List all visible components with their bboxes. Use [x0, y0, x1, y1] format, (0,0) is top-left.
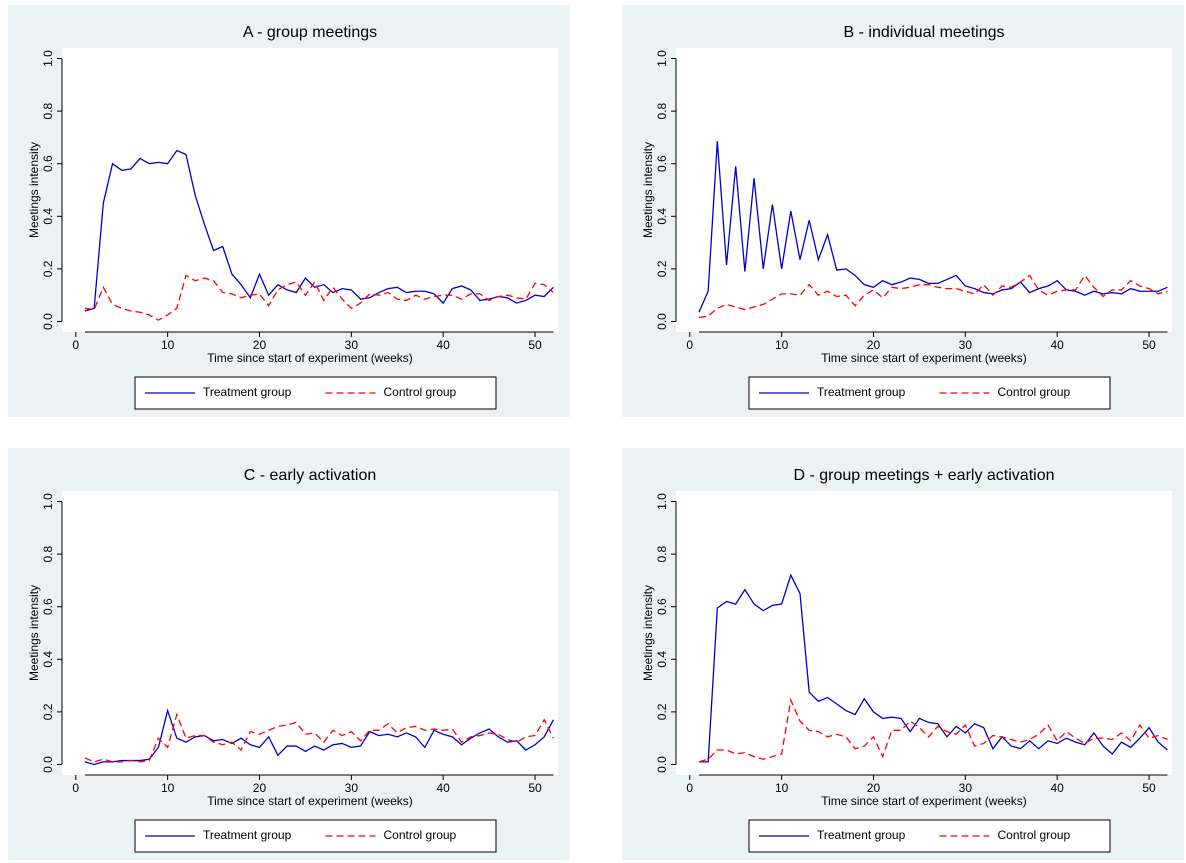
- legend-label: Control group: [384, 385, 457, 399]
- y-tick-label: 0.6: [655, 598, 669, 615]
- x-tick-label: 20: [253, 781, 267, 795]
- x-tick-label: 10: [775, 781, 789, 795]
- x-axis-label: Time since start of experiment (weeks): [207, 351, 413, 365]
- x-axis-label: Time since start of experiment (weeks): [821, 794, 1027, 808]
- series-line: [84, 149, 554, 312]
- series-line: [84, 274, 554, 321]
- y-tick-label: 0.8: [41, 545, 55, 562]
- series-line: [84, 708, 554, 766]
- legend-box: [748, 376, 1111, 410]
- panel: C - early activation 0.0 0.2 0.4 0.6 0.8 1.0 0 1…: [8, 448, 570, 860]
- y-tick-label: 1.0: [41, 50, 55, 67]
- x-tick-label: 30: [345, 781, 359, 795]
- x-tick-label: 10: [775, 338, 789, 352]
- y-tick-label: 0.4: [41, 208, 55, 225]
- y-tick-label: 0.8: [655, 545, 669, 562]
- chart-title: A - group meetings: [243, 24, 377, 41]
- y-axis-label: Meetings intensity: [27, 585, 41, 681]
- x-tick-label: 40: [1051, 781, 1065, 795]
- y-tick-label: 0.4: [655, 208, 669, 225]
- series-line: [698, 573, 1168, 763]
- plot-area: [62, 491, 558, 775]
- plot-area: [62, 48, 558, 332]
- y-tick-label: 0.2: [655, 703, 669, 720]
- x-tick-label: 0: [686, 338, 693, 352]
- x-tick-label: 10: [161, 781, 175, 795]
- y-tick-label: 0.8: [655, 102, 669, 119]
- y-tick-label: 1.0: [655, 50, 669, 67]
- y-tick-label: 0.0: [655, 756, 669, 773]
- y-axis-label: Meetings intensity: [641, 142, 655, 238]
- legend-label: Treatment group: [203, 828, 292, 842]
- y-axis-label: Meetings intensity: [641, 585, 655, 681]
- x-tick-label: 30: [959, 781, 973, 795]
- legend-label: Treatment group: [817, 385, 906, 399]
- chart-title: B - individual meetings: [844, 24, 1005, 41]
- x-tick-label: 50: [1142, 781, 1156, 795]
- y-tick-label: 0.8: [41, 102, 55, 119]
- y-tick-label: 0.2: [41, 703, 55, 720]
- legend-box: [748, 819, 1111, 853]
- y-tick-label: 0.6: [41, 155, 55, 172]
- x-tick-label: 20: [867, 781, 881, 795]
- x-tick-label: 0: [686, 781, 693, 795]
- x-tick-label: 20: [867, 338, 881, 352]
- x-tick-label: 30: [345, 338, 359, 352]
- legend-label: Control group: [998, 385, 1071, 399]
- legend-label: Treatment group: [817, 828, 906, 842]
- x-tick-label: 40: [437, 338, 451, 352]
- legend-label: Treatment group: [203, 385, 292, 399]
- panel: D - group meetings + early activation 0.0…: [622, 448, 1184, 860]
- plot-area: [676, 48, 1172, 332]
- series-line: [698, 141, 1168, 313]
- y-tick-label: 0.4: [41, 651, 55, 668]
- x-tick-label: 0: [72, 781, 79, 795]
- x-tick-label: 50: [1142, 338, 1156, 352]
- y-tick-label: 1.0: [41, 493, 55, 510]
- panel: B - individual meetings 0.0 0.2 0.4 0.6 0.8 1.…: [622, 5, 1184, 417]
- legend-box: [134, 376, 497, 410]
- y-tick-label: 0.0: [41, 756, 55, 773]
- series-line: [698, 274, 1168, 319]
- x-tick-label: 10: [161, 338, 175, 352]
- y-tick-label: 0.4: [655, 651, 669, 668]
- x-tick-label: 40: [1051, 338, 1065, 352]
- x-axis-label: Time since start of experiment (weeks): [821, 351, 1027, 365]
- y-tick-label: 0.0: [655, 313, 669, 330]
- x-tick-label: 20: [253, 338, 267, 352]
- y-tick-label: 0.0: [41, 313, 55, 330]
- x-tick-label: 30: [959, 338, 973, 352]
- x-tick-label: 50: [528, 781, 542, 795]
- x-tick-label: 50: [528, 338, 542, 352]
- y-tick-label: 0.6: [41, 598, 55, 615]
- legend-label: Control group: [998, 828, 1071, 842]
- x-axis-label: Time since start of experiment (weeks): [207, 794, 413, 808]
- series-line: [698, 697, 1168, 763]
- y-tick-label: 1.0: [655, 493, 669, 510]
- legend-box: [134, 819, 497, 853]
- x-tick-label: 0: [72, 338, 79, 352]
- x-tick-label: 40: [437, 781, 451, 795]
- y-tick-label: 0.2: [41, 260, 55, 277]
- chart-title: C - early activation: [244, 467, 377, 484]
- y-tick-label: 0.6: [655, 155, 669, 172]
- plot-area: [676, 491, 1172, 775]
- y-axis-label: Meetings intensity: [27, 142, 41, 238]
- panel: A - group meetings 0.0 0.2 0.4 0.6 0.8 1.0 0 10 2…: [8, 5, 570, 417]
- series-line: [84, 712, 554, 763]
- y-tick-label: 0.2: [655, 260, 669, 277]
- chart-title: D - group meetings + early activation: [793, 467, 1054, 484]
- legend-label: Control group: [384, 828, 457, 842]
